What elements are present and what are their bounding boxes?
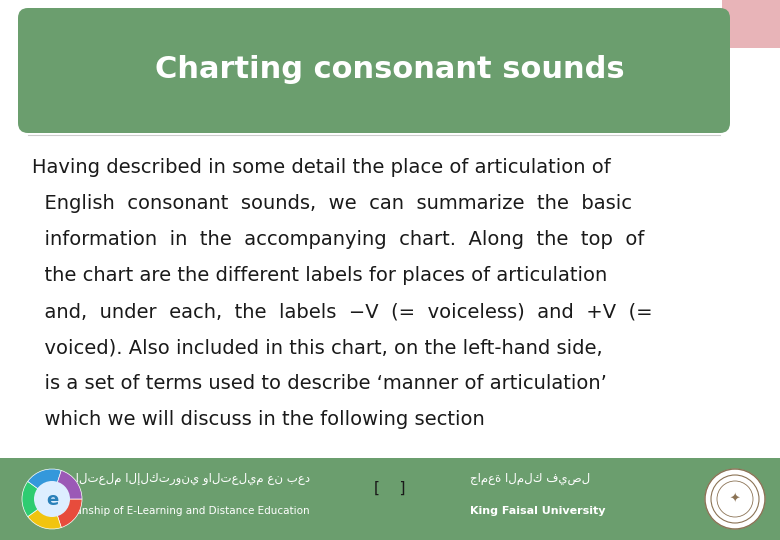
Wedge shape [28, 499, 62, 529]
Text: which we will discuss in the following section: which we will discuss in the following s… [32, 410, 484, 429]
Text: the chart are the different labels for places of articulation: the chart are the different labels for p… [32, 266, 608, 285]
Wedge shape [22, 481, 52, 517]
Text: عمادة التعلم الإلكتروني والتعليم عن بعد: عمادة التعلم الإلكتروني والتعليم عن بعد [43, 472, 310, 485]
Text: [    ]: [ ] [374, 481, 406, 496]
Circle shape [34, 481, 70, 517]
Text: English  consonant  sounds,  we  can  summarize  the  basic: English consonant sounds, we can summari… [32, 194, 632, 213]
Wedge shape [52, 499, 82, 528]
Text: ✦: ✦ [730, 492, 740, 505]
Text: Having described in some detail the place of articulation of: Having described in some detail the plac… [32, 158, 611, 177]
Bar [0, 458, 780, 540]
Text: e: e [46, 491, 58, 509]
FancyBboxPatch shape [18, 8, 730, 133]
Wedge shape [28, 469, 62, 499]
Text: and,  under  each,  the  labels  −V  (=  voiceless)  and  +V  (=: and, under each, the labels −V (= voicel… [32, 302, 653, 321]
Text: Deanship of E-Learning and Distance Education: Deanship of E-Learning and Distance Educ… [62, 506, 310, 516]
Text: information  in  the  accompanying  chart.  Along  the  top  of: information in the accompanying chart. A… [32, 230, 644, 249]
Text: is a set of terms used to describe ‘manner of articulation’: is a set of terms used to describe ‘mann… [32, 374, 607, 393]
Wedge shape [52, 470, 82, 499]
Text: King Faisal University: King Faisal University [470, 506, 605, 516]
Circle shape [705, 469, 765, 529]
Text: جامعة الملك فيصل: جامعة الملك فيصل [470, 472, 590, 485]
Text: Charting consonant sounds: Charting consonant sounds [155, 56, 625, 84]
Bar [722, 0, 780, 48]
Text: voiced). Also included in this chart, on the left-hand side,: voiced). Also included in this chart, on… [32, 338, 603, 357]
